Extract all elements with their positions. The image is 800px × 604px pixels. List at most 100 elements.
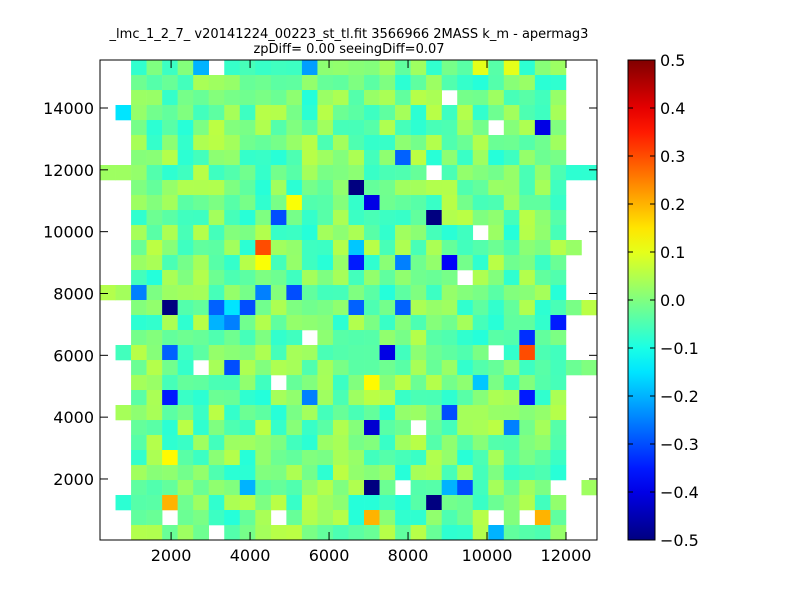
heatmap-cell (472, 345, 489, 361)
heatmap-cell (332, 420, 349, 436)
heatmap-cell (115, 285, 132, 301)
heatmap-cell (332, 240, 349, 256)
heatmap-cell (364, 450, 380, 466)
heatmap-cell (162, 255, 178, 271)
heatmap-cell (410, 195, 427, 211)
heatmap-cell (410, 480, 427, 496)
heatmap-cell (286, 120, 303, 136)
heatmap-cell (286, 180, 303, 196)
heatmap-cell (519, 240, 536, 256)
heatmap-cell (441, 420, 458, 436)
heatmap-cell (534, 180, 551, 196)
heatmap-cell (488, 180, 505, 196)
heatmap-cell (472, 300, 489, 316)
heatmap-cell (379, 330, 396, 346)
heatmap-cell (534, 120, 551, 136)
heatmap-cell (534, 150, 551, 166)
heatmap-cell (379, 90, 396, 106)
colorbar-tick-label: −0.5 (660, 531, 699, 550)
heatmap-cell (472, 165, 489, 181)
heatmap-cell (534, 330, 551, 346)
heatmap-cell (534, 255, 551, 271)
heatmap-cell (488, 450, 505, 466)
heatmap-cell (534, 435, 551, 451)
heatmap-cell (534, 165, 551, 181)
heatmap-cell (519, 210, 536, 226)
heatmap-cell (162, 360, 178, 376)
heatmap-cell (410, 210, 427, 226)
heatmap-cell (131, 210, 147, 226)
heatmap-cell (332, 300, 349, 316)
heatmap-cell (410, 465, 427, 481)
heatmap-cell (332, 255, 349, 271)
heatmap-cell (503, 60, 520, 76)
heatmap-cell (224, 525, 241, 541)
heatmap-cell (131, 150, 147, 166)
heatmap-cell (146, 525, 163, 541)
heatmap-cell (239, 240, 256, 256)
heatmap-cell (410, 240, 427, 256)
heatmap-cell (379, 120, 396, 136)
heatmap-cell (488, 195, 505, 211)
heatmap-cell (395, 300, 411, 316)
heatmap-cell (534, 450, 551, 466)
heatmap-cell (270, 345, 287, 361)
heatmap-cell (301, 120, 318, 136)
heatmap-cell (441, 120, 458, 136)
heatmap-cell (348, 285, 365, 301)
heatmap-cell (472, 135, 489, 151)
heatmap-cell (426, 375, 442, 391)
heatmap-cell (208, 255, 225, 271)
heatmap-cell (519, 525, 536, 541)
heatmap-cell (332, 210, 349, 226)
heatmap-cell (348, 510, 365, 526)
chart-title: _lmc_1_2_7_ v20141224_00223_st_tl.fit 35… (109, 27, 589, 42)
heatmap-cell (177, 510, 194, 526)
heatmap-cell (395, 60, 411, 76)
heatmap-cell (519, 375, 536, 391)
heatmap-cell (317, 345, 334, 361)
heatmap-cell (301, 375, 318, 391)
heatmap-cell (488, 480, 505, 496)
heatmap-cell (457, 450, 474, 466)
heatmap-cell (472, 285, 489, 301)
heatmap-cell (177, 210, 194, 226)
heatmap-cell (286, 315, 303, 331)
heatmap-cell (270, 285, 287, 301)
axes: 2000 4000 6000 8000 10000 12000 2000 4000 6000 80… (43, 60, 597, 565)
heatmap-cell (332, 390, 349, 406)
heatmap-cell (255, 105, 272, 121)
heatmap-cell (317, 375, 334, 391)
heatmap-cell (146, 270, 163, 286)
heatmap-cell (457, 345, 474, 361)
heatmap-cell (348, 450, 365, 466)
heatmap-cell (193, 315, 210, 331)
heatmap-cell (162, 390, 178, 406)
heatmap-cell (503, 180, 520, 196)
heatmap-cell (488, 435, 505, 451)
heatmap-cell (488, 465, 505, 481)
heatmap-cell (270, 315, 287, 331)
heatmap-cell (131, 135, 147, 151)
heatmap-cell (488, 360, 505, 376)
heatmap-cell (224, 495, 241, 511)
heatmap-cell (550, 450, 567, 466)
heatmap-cell (488, 90, 505, 106)
heatmap-cell (503, 135, 520, 151)
heatmap-cell (317, 465, 334, 481)
heatmap-cell (441, 60, 458, 76)
heatmap-cell (208, 270, 225, 286)
heatmap-cell (426, 210, 442, 226)
heatmap-cell (193, 150, 210, 166)
heatmap-cell (472, 210, 489, 226)
heatmap-cell (364, 345, 380, 361)
colorbar-tick-label: 0.4 (660, 99, 685, 118)
heatmap-cell (193, 525, 210, 541)
heatmap-cell (317, 210, 334, 226)
heatmap-cell (472, 375, 489, 391)
heatmap-cell (286, 405, 303, 421)
heatmap-cell (332, 285, 349, 301)
heatmap-cell (146, 375, 163, 391)
heatmap-cell (224, 360, 241, 376)
